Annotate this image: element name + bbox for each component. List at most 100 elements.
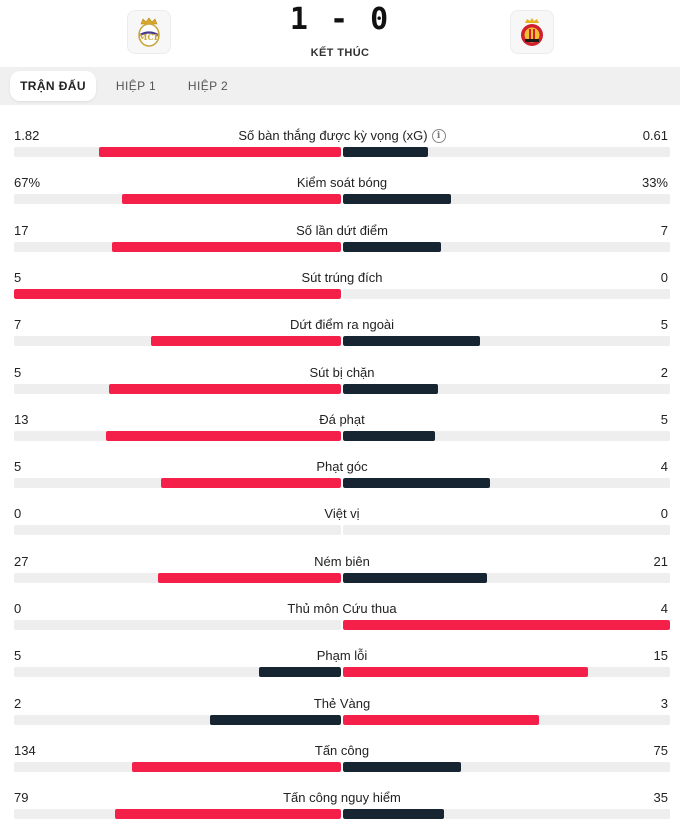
stat-row: 134 Tấn công 75	[14, 735, 670, 775]
home-stat-track	[14, 288, 341, 299]
mallorca-crest-icon	[521, 18, 543, 46]
away-stat-track	[343, 667, 670, 678]
stat-label-text: Ném biên	[314, 553, 370, 569]
away-stat-value: 0	[660, 506, 668, 522]
info-icon[interactable]: i	[431, 128, 446, 143]
stat-label-text: Phạm lỗi	[316, 648, 368, 664]
home-stat-track	[14, 620, 341, 630]
home-stat-bar	[121, 194, 341, 205]
home-stat-bar	[151, 336, 341, 347]
away-stat-track	[343, 383, 670, 394]
away-stat-bar	[343, 147, 429, 157]
home-stat-track	[14, 714, 341, 725]
home-stat-value: 67%	[14, 175, 41, 191]
stat-label: Việt vị	[14, 506, 670, 521]
stat-row: 27 Ném biên 21	[14, 546, 670, 586]
stat-label-text: Số lần dứt điểm	[296, 222, 388, 238]
stat-label: Đá phạt	[14, 412, 670, 427]
away-stat-value: 33%	[641, 175, 668, 191]
stat-row: 0 Việt vị 0	[14, 498, 670, 538]
tab-first-half[interactable]: HIỆP 1	[115, 79, 157, 93]
home-stat-track	[14, 809, 341, 820]
stat-row: 5 Phạm lỗi 15	[14, 640, 670, 680]
home-stat-bar	[112, 241, 341, 252]
tab-second-half[interactable]: HIỆP 2	[187, 79, 229, 93]
away-stat-value: 5	[660, 411, 668, 427]
match-status: KẾT THÚC	[310, 47, 370, 59]
home-stat-bar	[157, 572, 341, 583]
stat-label: Thẻ Vàng	[14, 696, 670, 711]
home-stat-track	[14, 241, 341, 252]
home-stat-value: 7	[14, 317, 22, 333]
home-stat-bar	[14, 288, 341, 299]
stat-row: 79 Tấn công nguy hiểm 35	[14, 782, 670, 822]
away-stat-track	[343, 288, 670, 299]
home-stat-bar	[115, 809, 341, 820]
away-stat-value: 0.61	[642, 128, 668, 143]
home-stat-value: 1.82	[14, 128, 40, 143]
away-stat-track	[343, 336, 670, 347]
away-stat-bar	[343, 194, 451, 205]
home-stat-value: 17	[14, 222, 29, 238]
away-stat-value: 75	[653, 742, 668, 758]
home-stat-track	[14, 667, 341, 678]
away-stat-bar	[343, 241, 442, 252]
stat-label: Tấn công nguy hiểm	[14, 790, 670, 805]
away-stat-bar	[343, 714, 540, 725]
stat-label-text: Đá phạt	[319, 411, 365, 427]
stat-row: 0 Thủ môn Cứu thua 4	[14, 593, 670, 633]
stat-label: Số bàn thắng được kỳ vọng (xG) i	[14, 128, 670, 143]
home-team-crest[interactable]: MCF	[127, 10, 171, 54]
home-stat-value: 13	[14, 411, 29, 427]
away-stat-bar	[343, 572, 487, 583]
away-stat-track	[343, 194, 670, 205]
away-stat-value: 0	[660, 269, 668, 285]
stat-row: 2 Thẻ Vàng 3	[14, 688, 670, 728]
away-team-crest[interactable]	[510, 10, 554, 54]
stat-row: 5 Sút bị chặn 2	[14, 357, 670, 397]
home-stat-track	[14, 194, 341, 205]
stat-label-text: Kiểm soát bóng	[296, 175, 388, 191]
stat-label-text: Sút trúng đích	[301, 269, 383, 285]
stat-label: Số lần dứt điểm	[14, 223, 670, 238]
away-stat-bar	[343, 478, 491, 489]
stat-label-text: Thẻ Vàng	[313, 695, 371, 711]
home-stat-value: 79	[14, 790, 29, 806]
away-stat-value: 21	[653, 553, 668, 569]
stat-label-text: Việt vị	[324, 506, 360, 522]
home-stat-value: 5	[14, 364, 22, 380]
away-stat-track	[343, 809, 670, 820]
stat-label: Phạt góc	[14, 459, 670, 474]
home-stat-value: 5	[14, 269, 22, 285]
stat-label: Ném biên	[14, 554, 670, 569]
away-stat-value: 5	[660, 317, 668, 333]
stat-label: Phạm lỗi	[14, 648, 670, 663]
stat-row: 17 Số lần dứt điểm 7	[14, 215, 670, 255]
stat-label: Kiểm soát bóng	[14, 175, 670, 190]
stat-label-text: Phạt góc	[316, 459, 368, 475]
away-stat-track	[343, 572, 670, 583]
stat-row: 5 Sút trúng đích 0	[14, 262, 670, 302]
away-stat-bar	[343, 761, 461, 772]
stat-label-text: Dứt điểm ra ngoài	[289, 317, 395, 333]
away-stat-track	[343, 241, 670, 252]
away-stat-value: 35	[653, 790, 668, 806]
away-stat-track	[343, 620, 670, 630]
home-stat-track	[14, 430, 341, 441]
stat-row: 1.82 Số bàn thắng được kỳ vọng (xG) i 0.61	[14, 120, 670, 160]
home-stat-track	[14, 761, 341, 772]
away-stat-value: 4	[660, 601, 668, 616]
period-tabs: TRẬN ĐẤU HIỆP 1 HIỆP 2	[0, 67, 680, 105]
away-stat-track	[343, 525, 670, 536]
away-stat-track	[343, 430, 670, 441]
stat-label-text: Thủ môn Cứu thua	[287, 601, 397, 616]
away-stat-bar	[343, 430, 435, 441]
tab-match[interactable]: TRẬN ĐẤU	[10, 71, 96, 101]
home-stat-bar	[161, 478, 341, 489]
stat-row: 13 Đá phạt 5	[14, 404, 670, 444]
home-stat-bar	[131, 761, 341, 772]
stat-label: Sút trúng đích	[14, 270, 670, 285]
home-stat-track	[14, 336, 341, 347]
home-stat-value: 27	[14, 553, 29, 569]
match-header: MCF 1 - 0 KẾT THÚC	[0, 0, 680, 66]
